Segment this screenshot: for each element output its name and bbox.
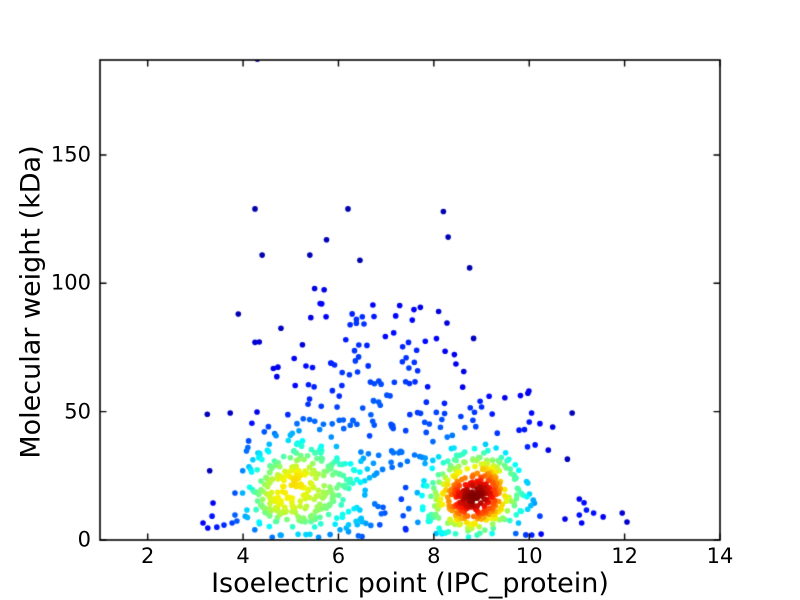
x-tick-label: 8 <box>427 544 441 568</box>
y-tick-label: 50 <box>64 399 91 424</box>
x-tick-label: 6 <box>331 544 346 568</box>
y-tick-label: 150 <box>50 142 91 167</box>
y-tick-label: 0 <box>77 527 91 552</box>
x-tick-label: 2 <box>141 544 155 568</box>
x-axis-label: Isoelectric point (IPC_protein) <box>211 568 609 599</box>
x-tick-label: 4 <box>236 544 250 568</box>
x-tick-label: 14 <box>706 544 734 568</box>
y-tick-label: 100 <box>50 270 91 295</box>
x-tick-label: 10 <box>515 544 543 568</box>
x-tick-label: 12 <box>611 544 638 568</box>
